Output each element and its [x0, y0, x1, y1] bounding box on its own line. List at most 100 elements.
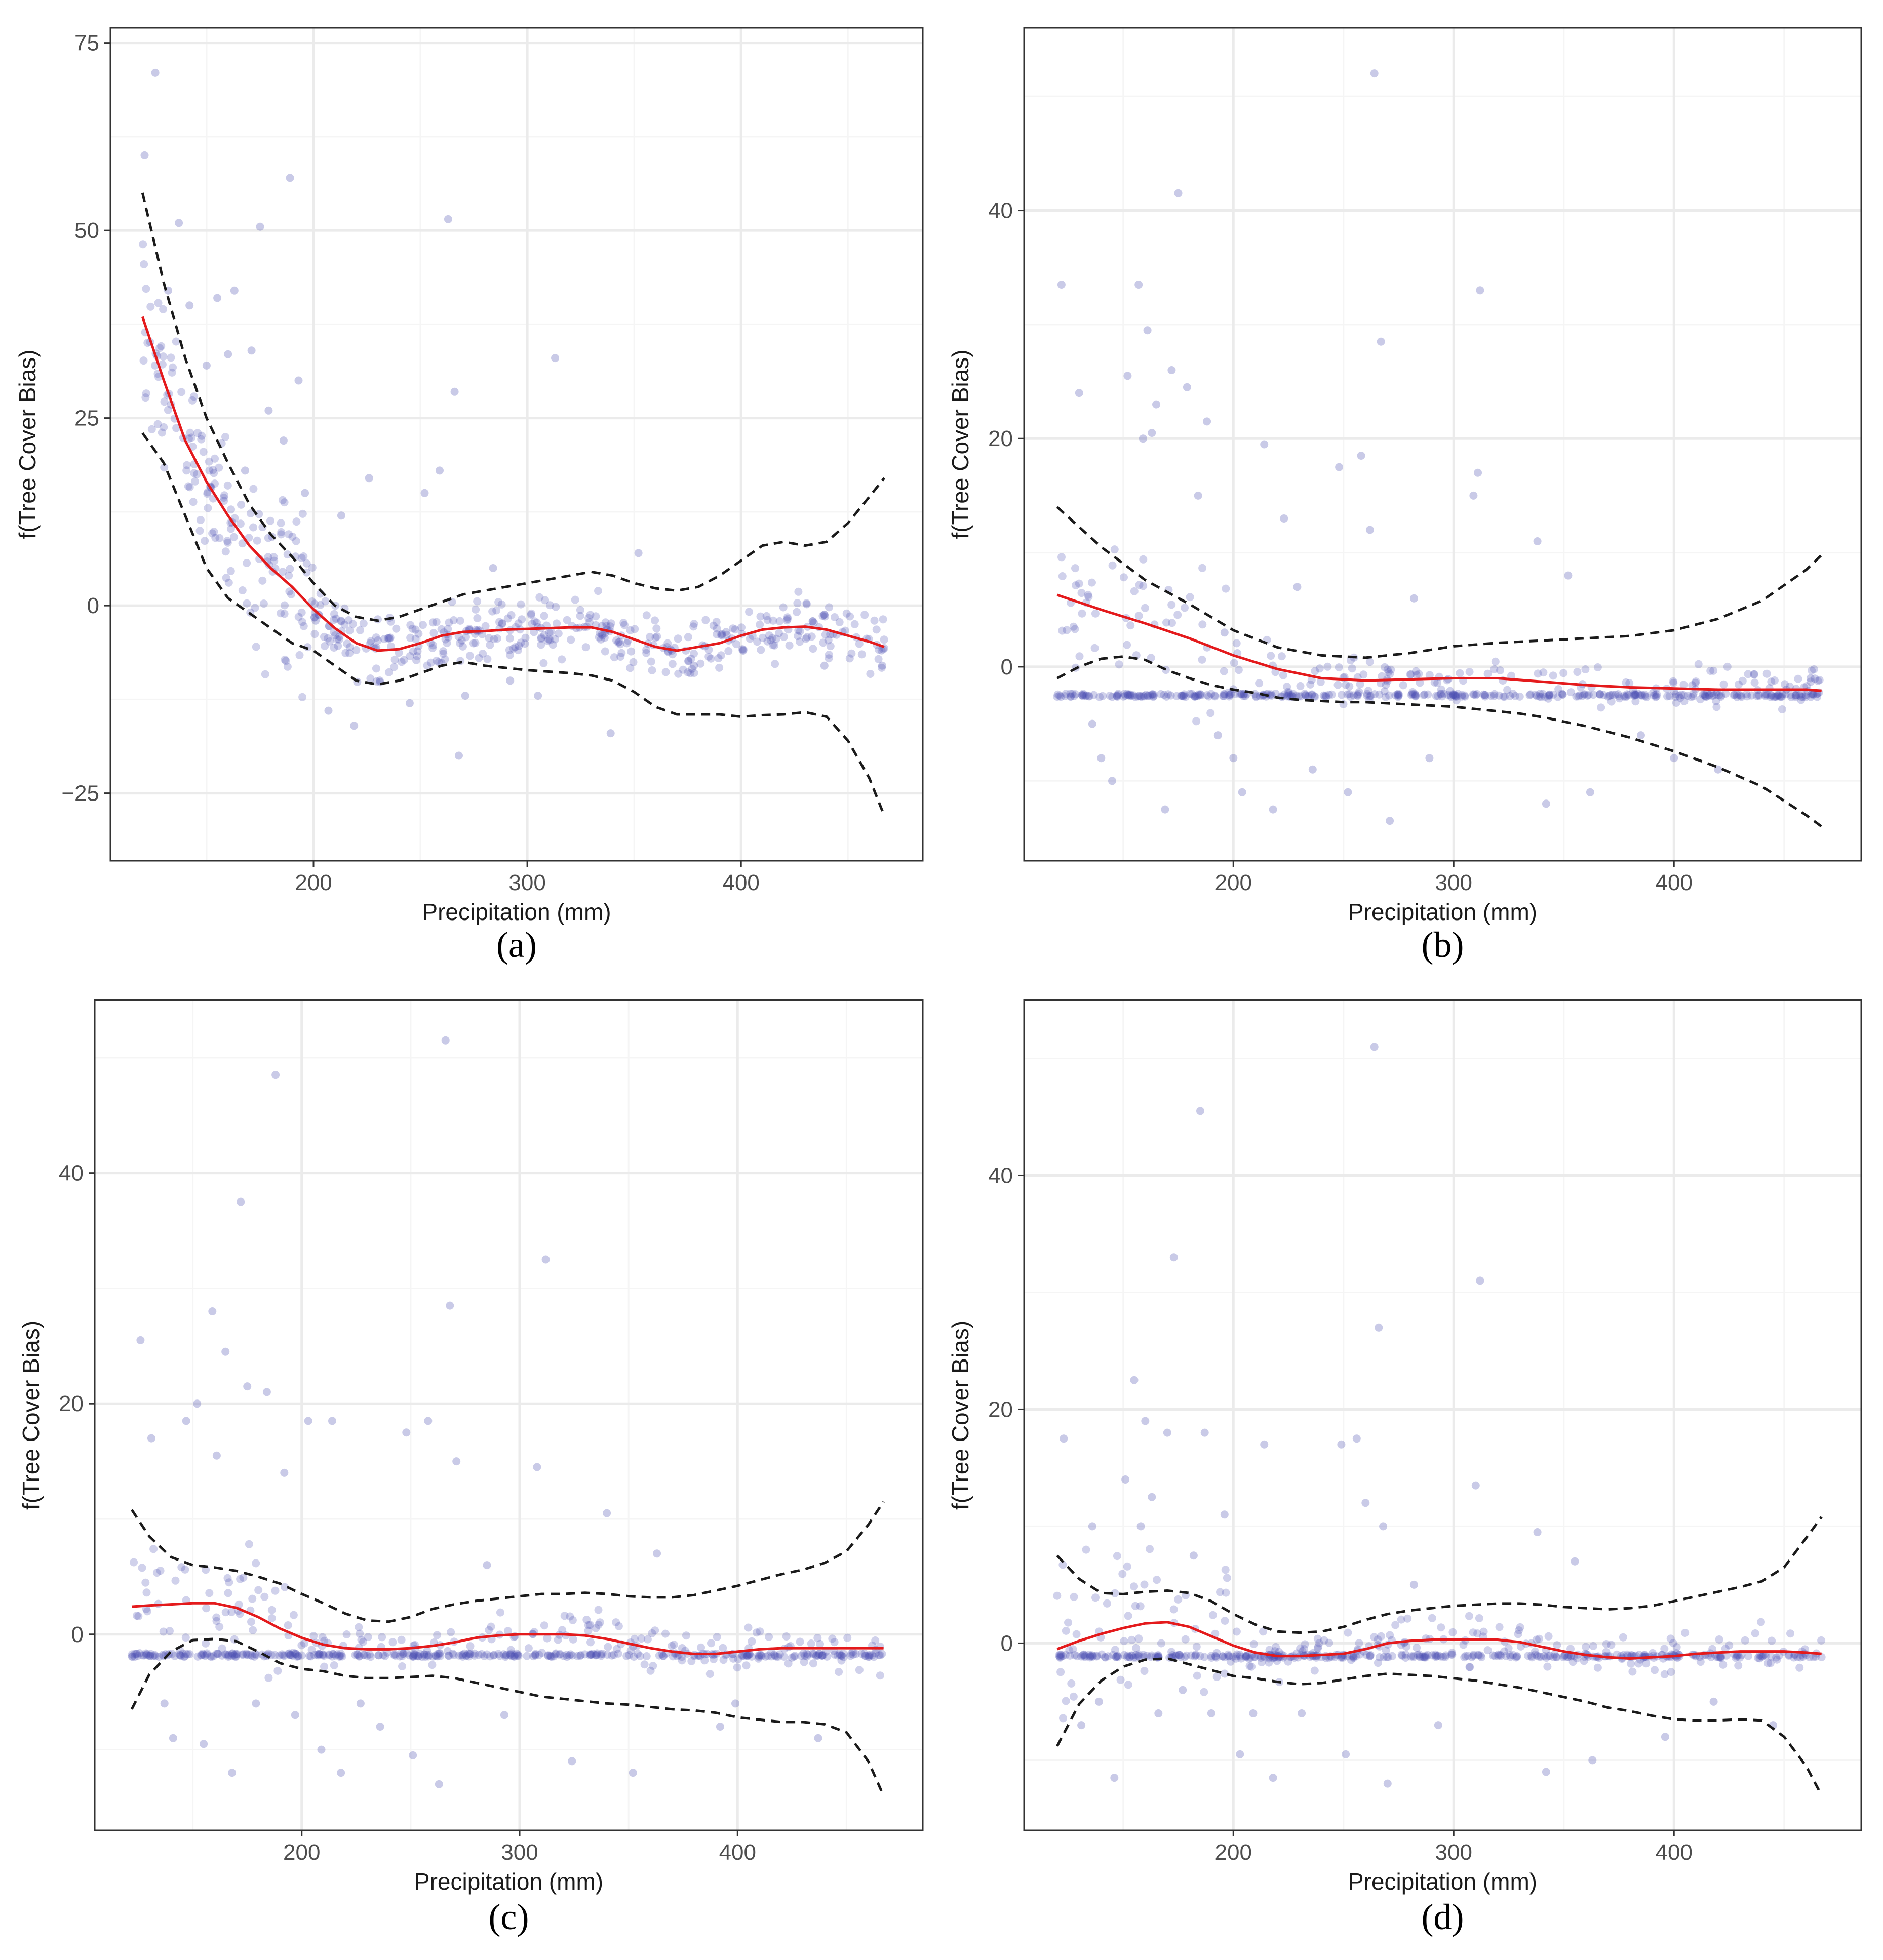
data-point	[796, 637, 804, 646]
data-point	[236, 1610, 244, 1618]
data-point	[348, 620, 357, 628]
data-point	[521, 639, 529, 648]
outlier-point	[1174, 189, 1183, 197]
data-point	[1539, 668, 1548, 677]
data-point	[1182, 693, 1190, 701]
data-point	[1296, 692, 1305, 701]
outlier-point	[1213, 731, 1222, 740]
data-point	[366, 1653, 375, 1661]
data-point	[280, 1652, 289, 1660]
data-point	[325, 1651, 333, 1660]
data-point	[1211, 1652, 1220, 1660]
data-point	[839, 1650, 848, 1658]
data-point	[1172, 1651, 1181, 1660]
data-point	[713, 630, 721, 638]
data-point	[319, 1651, 327, 1659]
panel-border	[1023, 27, 1862, 862]
data-point	[1630, 692, 1638, 700]
data-point	[1474, 1651, 1482, 1659]
data-point	[1242, 1652, 1250, 1660]
data-point	[397, 658, 406, 666]
data-point	[1123, 1653, 1131, 1661]
data-point	[1622, 678, 1630, 687]
outlier-point	[169, 1734, 177, 1742]
data-point	[142, 285, 150, 293]
data-point	[1589, 1642, 1597, 1650]
data-point	[1805, 1653, 1814, 1661]
data-point	[1062, 690, 1070, 698]
data-point	[215, 1623, 224, 1631]
data-point	[1544, 694, 1553, 703]
data-point	[836, 1651, 844, 1659]
data-point	[458, 642, 467, 651]
data-point	[1125, 1653, 1133, 1661]
data-point	[713, 624, 721, 633]
data-point	[629, 658, 638, 666]
data-point	[1481, 692, 1489, 701]
data-point	[1055, 691, 1064, 700]
data-point	[1630, 691, 1639, 699]
data-point	[1450, 692, 1459, 700]
data-point	[1432, 692, 1440, 700]
data-point	[1123, 641, 1131, 649]
data-point	[1437, 685, 1445, 694]
data-point	[1734, 1661, 1743, 1670]
data-point	[1073, 1652, 1081, 1661]
data-point	[1438, 692, 1446, 701]
data-point	[281, 655, 289, 664]
data-point	[1772, 692, 1781, 701]
data-point	[1313, 1644, 1322, 1653]
data-point	[661, 1629, 670, 1638]
data-point	[1069, 1692, 1078, 1701]
data-point	[1245, 1654, 1253, 1663]
data-point	[1353, 692, 1362, 700]
data-point	[1770, 693, 1778, 701]
data-point	[1469, 1628, 1477, 1637]
data-point	[1172, 692, 1181, 700]
data-point	[753, 1628, 761, 1637]
data-point	[133, 1612, 141, 1620]
data-point	[602, 622, 611, 630]
data-point	[1212, 1653, 1221, 1662]
data-point	[1322, 693, 1330, 701]
data-point	[1391, 1621, 1400, 1629]
data-point	[384, 634, 393, 643]
data-point	[1157, 1639, 1165, 1648]
data-point	[470, 1651, 479, 1660]
data-point	[646, 632, 654, 641]
outlier-point	[1060, 1434, 1068, 1443]
data-point	[1414, 1651, 1422, 1659]
data-point	[1403, 1614, 1412, 1623]
data-point	[1700, 690, 1709, 699]
data-point	[433, 656, 441, 665]
data-point	[444, 1651, 453, 1660]
x-tick-label: 300	[1435, 1840, 1472, 1865]
data-point	[1301, 691, 1310, 699]
data-point	[210, 469, 218, 477]
data-point	[1602, 1648, 1611, 1656]
data-point	[1531, 691, 1540, 699]
data-point	[1139, 1651, 1148, 1659]
data-point	[1126, 692, 1134, 700]
data-point	[875, 1651, 883, 1660]
data-point	[831, 613, 839, 621]
outlier-point	[731, 1699, 739, 1708]
data-point	[540, 631, 548, 639]
data-point	[159, 305, 168, 313]
data-point	[1080, 1653, 1089, 1661]
data-point	[1747, 691, 1756, 700]
data-point	[547, 628, 556, 636]
data-point	[596, 629, 604, 637]
data-point	[1589, 691, 1598, 699]
data-point	[423, 1647, 431, 1655]
data-point	[1566, 688, 1575, 697]
data-point	[668, 660, 677, 668]
data-point	[245, 534, 253, 542]
data-point	[258, 576, 267, 585]
data-point	[182, 1650, 190, 1658]
data-point	[485, 1626, 493, 1634]
data-point	[448, 1649, 457, 1658]
data-point	[1572, 692, 1581, 701]
data-point	[1232, 639, 1241, 648]
data-point	[533, 618, 541, 627]
